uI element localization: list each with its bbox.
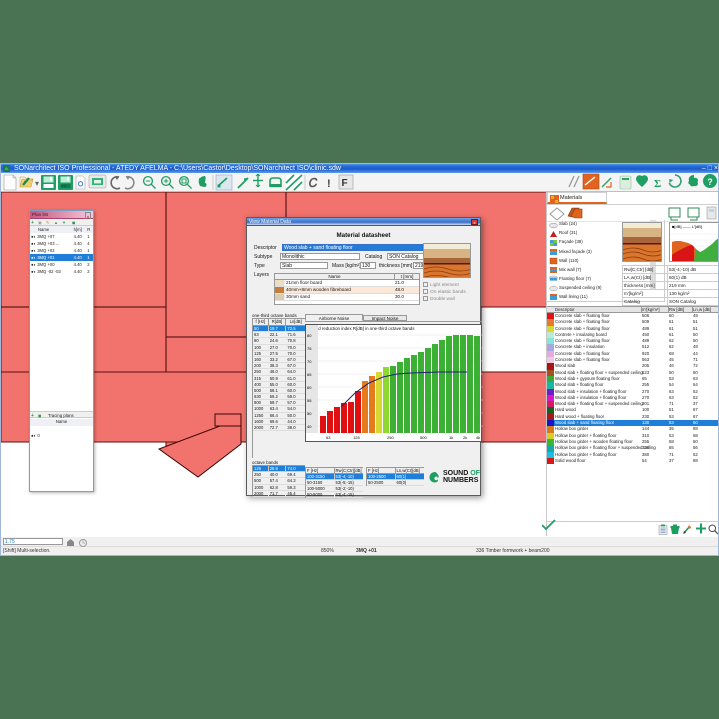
svg-text:1k: 1k	[449, 435, 453, 440]
svg-text:𝐶: 𝐶	[309, 176, 318, 190]
svg-text:75: 75	[307, 346, 312, 351]
svg-text:Σ: Σ	[654, 178, 661, 190]
svg-text:63: 63	[326, 435, 331, 440]
svg-text:40: 40	[307, 424, 312, 429]
svg-text:250: 250	[387, 435, 394, 440]
svg-text:!: !	[327, 178, 331, 190]
svg-text:▾: ▾	[35, 179, 39, 188]
svg-text:2k: 2k	[463, 435, 467, 440]
svg-text:4k: 4k	[476, 435, 480, 440]
svg-text:■[dB] ―― L′[dB]: ■[dB] ―― L′[dB]	[672, 224, 702, 229]
svg-text:F: F	[342, 178, 348, 189]
svg-text:125: 125	[353, 435, 360, 440]
svg-text:80: 80	[307, 333, 312, 338]
svg-text:60: 60	[307, 385, 312, 390]
svg-text:70: 70	[307, 359, 312, 364]
svg-text:55: 55	[307, 398, 312, 403]
svg-text:500: 500	[420, 435, 427, 440]
svg-text:?: ?	[707, 177, 713, 187]
svg-text:65: 65	[307, 372, 312, 377]
svg-text:50: 50	[307, 411, 312, 416]
